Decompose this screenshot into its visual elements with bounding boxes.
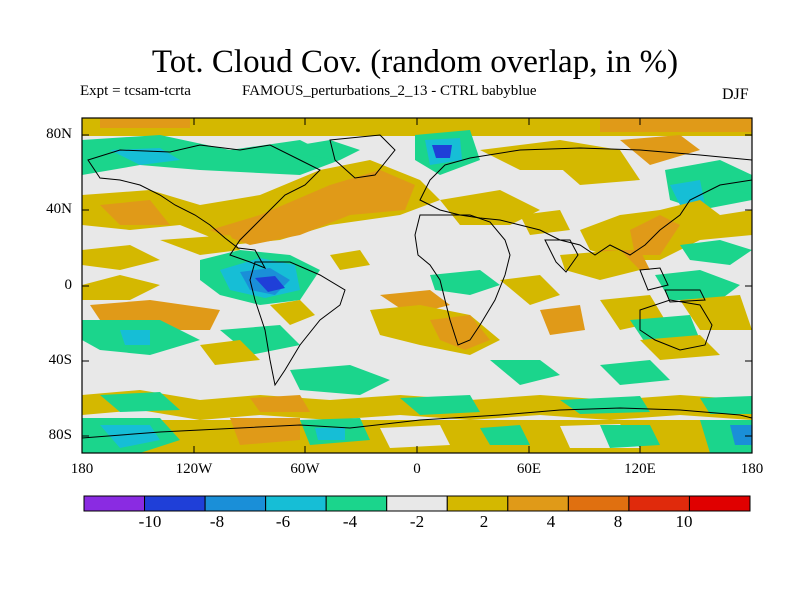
colorbar-swatch (144, 495, 206, 512)
colorbar-tick-label: 4 (546, 512, 556, 531)
lon-label-60w: 60W (290, 461, 320, 477)
colorbar-tick-label: -4 (342, 512, 358, 531)
colorbar-tick-label: -6 (275, 512, 291, 531)
run-label: FAMOUS_perturbations_2_13 - CTRL babyblu… (242, 83, 537, 99)
colorbar-swatch (204, 495, 267, 512)
colorbar-tick-label: 2 (479, 512, 489, 531)
lon-label-180e: 180 (740, 461, 764, 477)
colorbar-swatch (567, 495, 630, 512)
colorbar-tick-label: -8 (209, 512, 225, 531)
colorbar-swatch (628, 495, 690, 512)
lon-label-180w: 180 (70, 461, 94, 477)
colorbar-swatch (83, 495, 146, 512)
colorbar-swatch (265, 495, 327, 512)
season-label: DJF (722, 86, 749, 103)
map-title: Tot. Cloud Cov. (random overlap, in %) (151, 44, 679, 80)
lat-label-80n: 80N (46, 126, 72, 142)
lon-label-120e: 120E (624, 461, 656, 477)
lat-label-40n: 40N (46, 201, 72, 217)
experiment-label: Expt = tcsam-tcrta (80, 83, 191, 99)
lon-label-60e: 60E (516, 461, 542, 477)
lat-label-80s: 80S (48, 427, 72, 443)
lon-label-120w: 120W (175, 461, 213, 477)
colorbar-tick-label: 8 (613, 512, 623, 531)
colorbar-swatch (446, 495, 509, 512)
map-field (82, 118, 752, 453)
coastlines (82, 134, 752, 439)
colorbar-tick-label: -10 (138, 512, 162, 531)
colorbar-swatch (688, 495, 751, 512)
lon-label-0: 0 (413, 461, 421, 477)
colorbar-tick-label: 10 (675, 512, 693, 531)
lat-label-40s: 40S (48, 352, 72, 368)
lat-ticks (82, 134, 752, 437)
colorbar-swatch (507, 495, 569, 512)
colorbar-tick-label: -2 (409, 512, 425, 531)
lon-ticks (81, 118, 753, 453)
colorbar-swatch (386, 495, 448, 512)
colorbar-swatch (325, 495, 388, 512)
lat-label-0: 0 (64, 277, 73, 293)
